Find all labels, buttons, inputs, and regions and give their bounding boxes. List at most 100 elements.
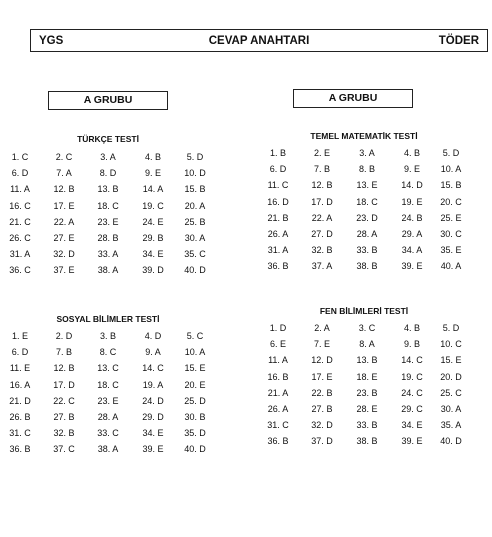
answer: 26. A [267, 229, 289, 239]
answer: 23. E [97, 216, 119, 227]
answer: 20. E [184, 379, 206, 390]
answer: 30. A [184, 233, 206, 243]
answer: 6. D [269, 164, 287, 175]
answer: 5. C [186, 331, 204, 341]
answer: 2. A [314, 323, 330, 333]
answer: 8. D [99, 168, 117, 179]
answer: 14. D [401, 180, 423, 191]
answer: 38. B [356, 261, 378, 272]
answer: 6. D [11, 168, 29, 179]
answer: 15. B [184, 184, 206, 195]
answer: 22. A [311, 212, 333, 223]
answer: 36. B [9, 444, 31, 455]
answer: 38. A [97, 265, 119, 276]
answer: 40. D [440, 436, 462, 447]
answer: 18. C [356, 196, 378, 207]
answer: 16. B [267, 371, 289, 382]
answer: 10. D [184, 168, 206, 179]
answer: 29. A [401, 229, 423, 239]
answer: 7. E [313, 339, 330, 350]
answer: 1. D [269, 323, 287, 333]
answer: 26. A [267, 404, 289, 414]
section-title: TÜRKÇE TESTİ [77, 134, 139, 144]
answer: 32. D [311, 420, 333, 431]
answer: 36. B [267, 436, 289, 447]
answer: 2. D [55, 331, 73, 341]
answer: 29. D [142, 412, 164, 422]
answer: 27. B [311, 404, 333, 414]
answer: 39. E [401, 436, 423, 447]
answer: 11. A [10, 184, 30, 195]
answer: 19. A [142, 379, 164, 390]
answer: 15. E [440, 355, 462, 366]
answer: 10. A [440, 164, 462, 175]
answer: 29. C [401, 404, 423, 414]
answer: 33. B [356, 245, 378, 256]
answer: 13. C [97, 363, 119, 374]
answer: 12. B [53, 363, 75, 374]
answer: 28. A [97, 412, 119, 422]
answer: 34. E [142, 249, 164, 260]
answer: 8. B [358, 164, 375, 175]
answer: 19. E [401, 196, 423, 207]
answer: 12. B [53, 184, 75, 195]
answer: 24. B [401, 212, 423, 223]
answer: 21. B [267, 212, 289, 223]
answer: 13. B [97, 184, 119, 195]
answer: 18. E [356, 371, 378, 382]
section-title: SOSYAL BİLİMLER TESTİ [56, 314, 160, 324]
answer: 37. C [53, 444, 75, 455]
answer: 23. E [97, 395, 119, 406]
answer: 37. D [311, 436, 333, 447]
answer: 18. C [97, 200, 119, 211]
answer: 16. A [9, 379, 31, 390]
answer: 2. C [55, 152, 73, 162]
answer: 31. C [9, 428, 31, 439]
answer: 26. B [9, 412, 31, 422]
answer: 37. A [311, 261, 333, 272]
answer: 35. D [184, 428, 206, 439]
answer: 12. B [311, 180, 333, 191]
answer: 4. D [144, 331, 162, 341]
answer: 8. C [99, 347, 117, 358]
answer: 7. B [313, 164, 330, 175]
answer: 30. C [440, 229, 462, 239]
answer: 19. C [142, 200, 164, 211]
answer: 4. B [403, 323, 420, 333]
answer: 34. E [142, 428, 164, 439]
section-title: FEN BİLİMLERİ TESTİ [319, 306, 409, 316]
answer: 32. D [53, 249, 75, 260]
answer: 21. C [9, 216, 31, 227]
answer: 1. B [269, 148, 286, 158]
answer: 14. A [142, 184, 164, 195]
answer: 20. D [440, 371, 462, 382]
answer: 3. B [99, 331, 116, 341]
answer: 10. A [184, 347, 206, 358]
answer: 35. E [440, 245, 462, 256]
answer: 17. D [53, 379, 75, 390]
section-title: TEMEL MATEMATİK TESTİ [310, 131, 418, 141]
answer: 16. C [9, 200, 31, 211]
answer: 33. B [356, 420, 378, 431]
answer: 32. B [53, 428, 75, 439]
answer: 23. D [356, 212, 378, 223]
answer: 3. A [359, 148, 375, 158]
answer: 32. B [311, 245, 333, 256]
answer: 20. A [184, 200, 206, 211]
answer: 24. E [142, 216, 164, 227]
answer: 21. D [9, 395, 31, 406]
answer: 4. B [403, 148, 420, 158]
answer: 40. A [440, 261, 462, 272]
answer: 10. C [440, 339, 462, 350]
answer: 28. A [356, 229, 378, 239]
answer: 16. D [267, 196, 289, 207]
answer: 12. D [311, 355, 333, 366]
answer: 17. D [311, 196, 333, 207]
answer: 7. B [55, 347, 72, 358]
answer: 40. D [184, 444, 206, 455]
answer: 31. A [9, 249, 31, 260]
answer: 3. C [358, 323, 376, 333]
answer: 27. D [311, 229, 333, 239]
answer: 34. A [401, 245, 423, 256]
